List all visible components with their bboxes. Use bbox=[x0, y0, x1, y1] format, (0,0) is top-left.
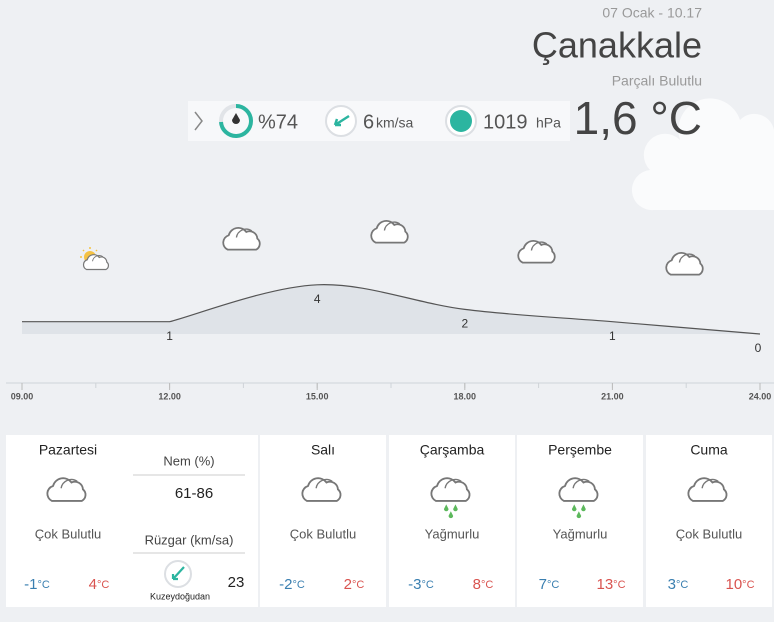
temp-label: 0 bbox=[755, 341, 762, 355]
weather-icon bbox=[517, 240, 556, 264]
temp-label: 4 bbox=[314, 292, 321, 306]
min-value: -3 bbox=[408, 576, 421, 593]
max-temp: 10°C bbox=[725, 576, 754, 593]
max-value: 10 bbox=[725, 576, 742, 593]
bg-cloud bbox=[631, 98, 774, 211]
max-value: 8 bbox=[473, 576, 481, 593]
max-value: 4 bbox=[89, 576, 97, 593]
max-value: 13 bbox=[596, 576, 613, 593]
unit: °C bbox=[613, 579, 625, 591]
day-condition: Yağmurlu bbox=[425, 526, 480, 541]
pressure-unit: hPa bbox=[536, 115, 561, 131]
city: Çanakkale bbox=[532, 25, 702, 66]
day-name: Pazartesi bbox=[39, 442, 97, 458]
temp-label: 2 bbox=[461, 317, 468, 331]
time-label: 24.00 bbox=[749, 391, 772, 401]
temp-label: 1 bbox=[609, 329, 616, 343]
unit: °C bbox=[293, 579, 305, 591]
temp-line bbox=[22, 284, 761, 335]
pressure: 1019 bbox=[483, 111, 528, 133]
time-label: 21.00 bbox=[601, 391, 624, 401]
unit: °C bbox=[38, 579, 50, 591]
day-condition: Çok Bulutlu bbox=[35, 526, 101, 541]
max-temp: 2°C bbox=[344, 576, 365, 593]
unit: °C bbox=[97, 579, 109, 591]
humidity: %74 bbox=[258, 111, 298, 133]
day-condition: Yağmurlu bbox=[553, 526, 608, 541]
pressure-dot bbox=[450, 110, 472, 132]
drop-icon bbox=[232, 113, 240, 124]
time-label: 15.00 bbox=[306, 391, 329, 401]
temp-label: 1 bbox=[166, 329, 173, 343]
temp-area bbox=[22, 284, 760, 334]
day-card bbox=[389, 435, 515, 607]
unit: °C bbox=[352, 579, 364, 591]
unit: °C bbox=[547, 579, 559, 591]
wind: 6 bbox=[363, 111, 374, 133]
weather-icon bbox=[665, 252, 704, 276]
weather-icon bbox=[370, 220, 409, 244]
hourly-chart: 09.00 12.00 15.00 18.00 21.00 24.00 1 4 2 1 0 bbox=[6, 220, 774, 401]
humidity-range: 61-86 bbox=[175, 485, 213, 502]
max-temp: 8°C bbox=[473, 576, 494, 593]
compass-arrow bbox=[171, 566, 185, 581]
wind-speed: 23 bbox=[228, 574, 245, 591]
min-temp: -1°C bbox=[24, 576, 50, 593]
time-label: 18.00 bbox=[454, 391, 477, 401]
day-card bbox=[260, 435, 386, 607]
day-name: Cuma bbox=[690, 442, 728, 458]
day-name: Çarşamba bbox=[420, 442, 485, 458]
unit: °C bbox=[422, 579, 434, 591]
min-value: 7 bbox=[539, 576, 547, 593]
expand-arrow[interactable] bbox=[194, 111, 203, 131]
min-value: -1 bbox=[24, 576, 37, 593]
min-temp: 3°C bbox=[668, 576, 689, 593]
unit: °C bbox=[676, 579, 688, 591]
min-temp: -2°C bbox=[279, 576, 305, 593]
day-card bbox=[6, 435, 258, 607]
day-card bbox=[646, 435, 772, 607]
time-label: 09.00 bbox=[11, 391, 34, 401]
time-label: 12.00 bbox=[158, 391, 181, 401]
wind-unit: km/sa bbox=[376, 115, 414, 131]
max-temp: 4°C bbox=[89, 576, 110, 593]
unit: °C bbox=[742, 579, 754, 591]
min-temp: -3°C bbox=[408, 576, 434, 593]
min-temp: 7°C bbox=[539, 576, 560, 593]
weather-icon bbox=[222, 227, 261, 251]
humidity-ring bbox=[219, 104, 253, 138]
day-condition: Çok Bulutlu bbox=[290, 526, 356, 541]
day-name: Salı bbox=[311, 442, 335, 458]
weather-icon bbox=[80, 247, 108, 270]
condition: Parçalı Bulutlu bbox=[612, 73, 702, 89]
day-card bbox=[517, 435, 643, 607]
wind-label: Rüzgar (km/sa) bbox=[145, 532, 234, 547]
min-value: -2 bbox=[279, 576, 292, 593]
wind-direction: Kuzeydoğudan bbox=[150, 591, 210, 601]
date: 07 Ocak - 10.17 bbox=[602, 5, 702, 21]
max-temp: 13°C bbox=[596, 576, 625, 593]
max-value: 2 bbox=[344, 576, 352, 593]
min-value: 3 bbox=[668, 576, 676, 593]
day-name: Perşembe bbox=[548, 442, 612, 458]
humidity-label: Nem (%) bbox=[163, 453, 214, 468]
unit: °C bbox=[481, 579, 493, 591]
temperature: 1,6 °C bbox=[574, 92, 702, 144]
day-condition: Çok Bulutlu bbox=[676, 526, 742, 541]
wind-arrow bbox=[333, 114, 350, 127]
